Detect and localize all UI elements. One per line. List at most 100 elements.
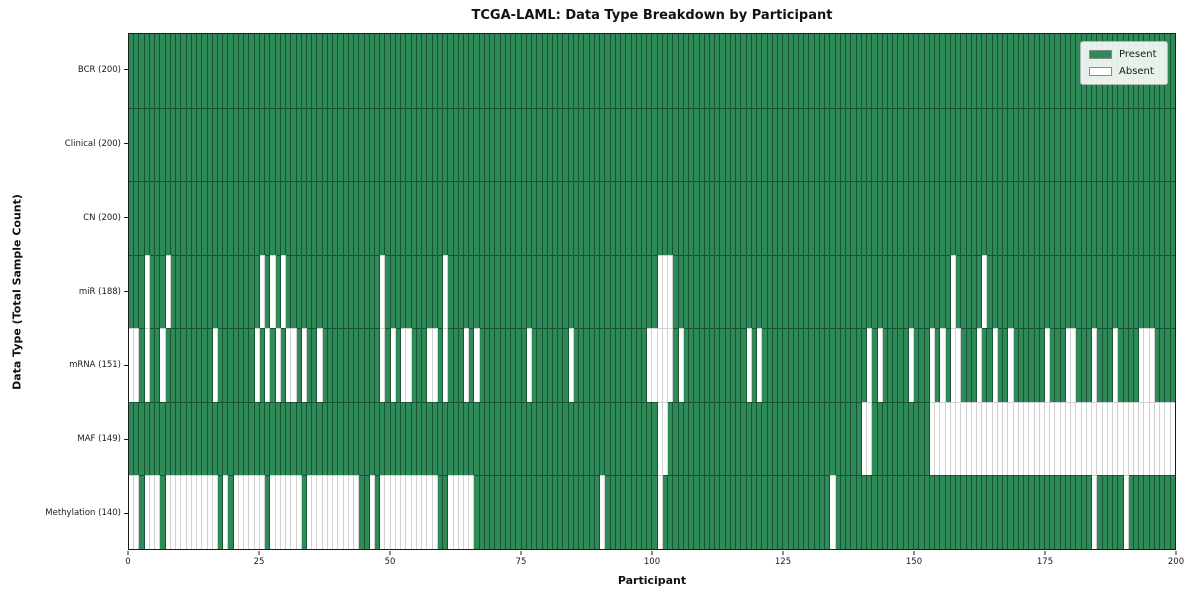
heatmap-cell bbox=[573, 107, 580, 182]
heatmap-cell bbox=[898, 34, 904, 108]
heatmap-cell bbox=[233, 254, 239, 329]
heatmap-cell bbox=[500, 401, 506, 476]
heatmap-cell bbox=[835, 401, 841, 476]
chart-title: TCGA-LAML: Data Type Breakdown by Partic… bbox=[471, 8, 833, 23]
heatmap-cell bbox=[1165, 34, 1171, 108]
heatmap-cell bbox=[856, 181, 862, 255]
heatmap-cell bbox=[526, 475, 533, 550]
heatmap-cell bbox=[537, 254, 543, 329]
heatmap-cell bbox=[348, 181, 355, 255]
heatmap-cell bbox=[908, 328, 915, 402]
heatmap-cell bbox=[1008, 254, 1014, 329]
heatmap-cell bbox=[181, 401, 187, 476]
heatmap-cell bbox=[202, 181, 208, 255]
heatmap-cell bbox=[516, 34, 522, 108]
heatmap-cell bbox=[799, 328, 805, 402]
heatmap-cell bbox=[1029, 401, 1035, 476]
heatmap-cell bbox=[814, 254, 820, 329]
heatmap-cell bbox=[338, 475, 344, 550]
heatmap-cell bbox=[720, 401, 726, 476]
heatmap-cell bbox=[552, 34, 559, 108]
heatmap-cell bbox=[1092, 254, 1098, 329]
heatmap-cell bbox=[1029, 34, 1035, 108]
heatmap-cell bbox=[1134, 328, 1140, 402]
heatmap-cell bbox=[244, 328, 250, 402]
heatmap-cell bbox=[914, 401, 920, 476]
heatmap-cell bbox=[495, 401, 501, 476]
heatmap-cell bbox=[453, 401, 459, 476]
heatmap-cell bbox=[840, 401, 847, 476]
heatmap-cell bbox=[327, 181, 334, 255]
heatmap-cell bbox=[286, 475, 292, 550]
heatmap-cell bbox=[673, 34, 679, 108]
heatmap-cell bbox=[715, 328, 721, 402]
heatmap-cell bbox=[312, 254, 318, 329]
heatmap-cell bbox=[484, 401, 491, 476]
heatmap-cell bbox=[594, 328, 601, 402]
heatmap-cell bbox=[799, 254, 805, 329]
heatmap-cell bbox=[898, 328, 904, 402]
heatmap-cell bbox=[903, 254, 909, 329]
heatmap-cell bbox=[699, 401, 705, 476]
heatmap-cell bbox=[710, 401, 716, 476]
heatmap-cell bbox=[1050, 34, 1056, 108]
y-tick-label: Methylation (140) bbox=[45, 508, 121, 519]
heatmap-cell bbox=[511, 34, 517, 108]
heatmap-cell bbox=[1029, 181, 1035, 255]
heatmap-cell bbox=[464, 254, 470, 329]
heatmap-cell bbox=[877, 401, 883, 476]
heatmap-cell bbox=[552, 328, 559, 402]
heatmap-cell bbox=[134, 475, 140, 550]
heatmap-cell bbox=[474, 34, 480, 108]
heatmap-cell bbox=[228, 181, 234, 255]
heatmap-cell bbox=[217, 34, 224, 108]
heatmap-cell bbox=[458, 107, 464, 182]
heatmap-cell bbox=[987, 401, 993, 476]
heatmap-cell bbox=[715, 401, 721, 476]
heatmap-cell bbox=[1055, 34, 1061, 108]
heatmap-cell bbox=[464, 107, 470, 182]
heatmap-cell bbox=[280, 475, 287, 550]
heatmap-cell bbox=[155, 328, 161, 402]
heatmap-cell bbox=[1081, 475, 1087, 550]
heatmap-cell bbox=[270, 254, 276, 329]
heatmap-cell bbox=[861, 107, 868, 182]
heatmap-cell bbox=[202, 475, 208, 550]
heatmap-cell bbox=[641, 254, 648, 329]
heatmap-cell bbox=[751, 181, 758, 255]
heatmap-cell bbox=[160, 181, 166, 255]
heatmap-cell bbox=[343, 254, 349, 329]
heatmap-cell bbox=[720, 328, 726, 402]
heatmap-cell bbox=[720, 107, 726, 182]
heatmap-cell bbox=[589, 34, 595, 108]
heatmap-cell bbox=[516, 401, 522, 476]
heatmap-cell bbox=[500, 181, 506, 255]
heatmap-cell bbox=[589, 107, 595, 182]
heatmap-cell bbox=[170, 181, 177, 255]
heatmap-cell bbox=[804, 254, 810, 329]
heatmap-cell bbox=[186, 475, 192, 550]
heatmap-cell bbox=[385, 254, 391, 329]
heatmap-cell bbox=[809, 107, 815, 182]
heatmap-cell bbox=[594, 34, 601, 108]
heatmap-cell bbox=[484, 328, 491, 402]
heatmap-cell bbox=[317, 401, 323, 476]
heatmap-cell bbox=[851, 328, 857, 402]
heatmap-cell bbox=[819, 475, 826, 550]
heatmap-cell bbox=[1107, 475, 1114, 550]
x-tick-mark bbox=[913, 551, 915, 555]
heatmap-cell bbox=[521, 328, 527, 402]
heatmap-cell bbox=[631, 401, 637, 476]
heatmap-cell bbox=[746, 401, 752, 476]
heatmap-cell bbox=[589, 181, 595, 255]
heatmap-cell bbox=[1055, 328, 1061, 402]
y-tick-band: MAF (149) bbox=[0, 402, 128, 476]
heatmap-cell bbox=[992, 34, 998, 108]
heatmap-cell bbox=[893, 328, 899, 402]
heatmap-cell bbox=[945, 401, 951, 476]
heatmap-cell bbox=[275, 254, 281, 329]
heatmap-cell bbox=[652, 34, 658, 108]
heatmap-cell bbox=[940, 181, 946, 255]
heatmap-cell bbox=[887, 34, 894, 108]
heatmap-cell bbox=[636, 107, 642, 182]
